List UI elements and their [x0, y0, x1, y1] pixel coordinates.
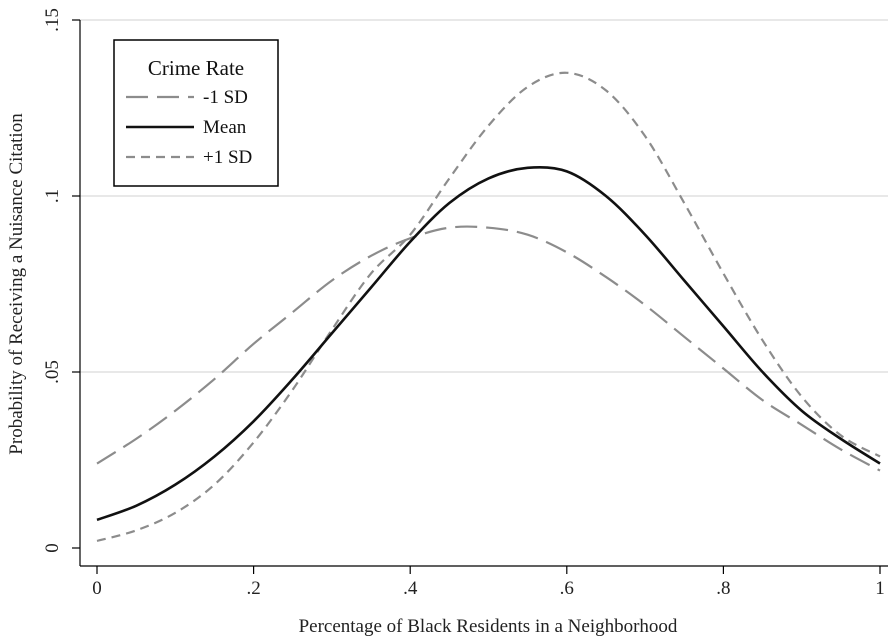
- legend-title: Crime Rate: [148, 56, 244, 80]
- axes: [72, 19, 888, 574]
- series-lines: [96, 71, 881, 543]
- y-tick-label: .15: [42, 8, 63, 32]
- y-axis-title: Probability of Receiving a Nuisance Cita…: [6, 113, 27, 455]
- y-tick-label: .1: [42, 189, 63, 203]
- x-axis-title: Percentage of Black Residents in a Neigh…: [299, 616, 678, 637]
- y-tick-label: 0: [42, 543, 63, 553]
- x-tick-label: .6: [560, 578, 574, 599]
- series-line-1-sd: [96, 71, 881, 543]
- grid-lines: [80, 19, 888, 373]
- legend-box: [113, 39, 279, 187]
- legend: Crime Rate -1 SD Mean +1 SD: [113, 39, 279, 187]
- series-line-mean: [96, 165, 881, 522]
- legend-items: -1 SD Mean +1 SD: [126, 87, 252, 168]
- x-tick-label: .4: [403, 578, 418, 599]
- x-tick-label: .8: [716, 578, 730, 599]
- legend-label: +1 SD: [203, 147, 252, 168]
- series-line-1-sd: [96, 225, 881, 472]
- x-tick-label: .2: [246, 578, 260, 599]
- legend-label: -1 SD: [203, 87, 248, 108]
- x-tick-label: 1: [875, 578, 885, 599]
- tick-labels: 0 .05 .1 .15 0 .2 .4 .6 .8 1: [42, 8, 885, 599]
- legend-label: Mean: [203, 117, 247, 138]
- x-tick-label: 0: [92, 578, 102, 599]
- y-tick-label: .05: [42, 360, 63, 384]
